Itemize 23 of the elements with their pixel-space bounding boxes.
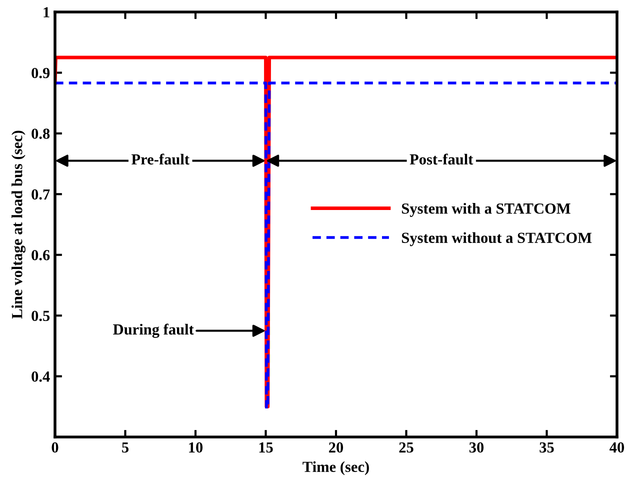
x-tick-label: 35 <box>540 442 554 453</box>
y-tick-label: 0.6 <box>32 250 50 260</box>
x-tick-label: 0 <box>52 442 58 453</box>
x-tick-label: 5 <box>122 442 129 453</box>
annotation: Pre-fault <box>132 154 190 165</box>
y-tick-label: 0.8 <box>32 128 50 139</box>
annotation: Post-fault <box>410 154 474 165</box>
legend-label: System without a STATCOM <box>402 232 592 246</box>
x-tick-label: 10 <box>189 442 203 453</box>
y-tick-label: 0.4 <box>32 371 50 382</box>
x-tick-label: 30 <box>469 442 484 453</box>
annotation: During fault <box>113 324 194 338</box>
y-tick-label: 0.9 <box>32 68 50 78</box>
y-tick-label: 0.7 <box>32 189 50 200</box>
x-tick-label: 15 <box>259 442 273 453</box>
y-axis-title: Line voltage at load bus (sec) <box>12 130 26 319</box>
x-axis-title: Time (sec) <box>302 461 369 476</box>
y-tick-label: 1 <box>44 7 50 18</box>
x-tick-label: 40 <box>610 442 624 453</box>
legend-label: System with a STATCOM <box>402 202 570 217</box>
y-tick-label: 0.5 <box>32 310 50 322</box>
x-tick-label: 25 <box>399 442 414 453</box>
x-tick-label: 20 <box>329 442 344 453</box>
